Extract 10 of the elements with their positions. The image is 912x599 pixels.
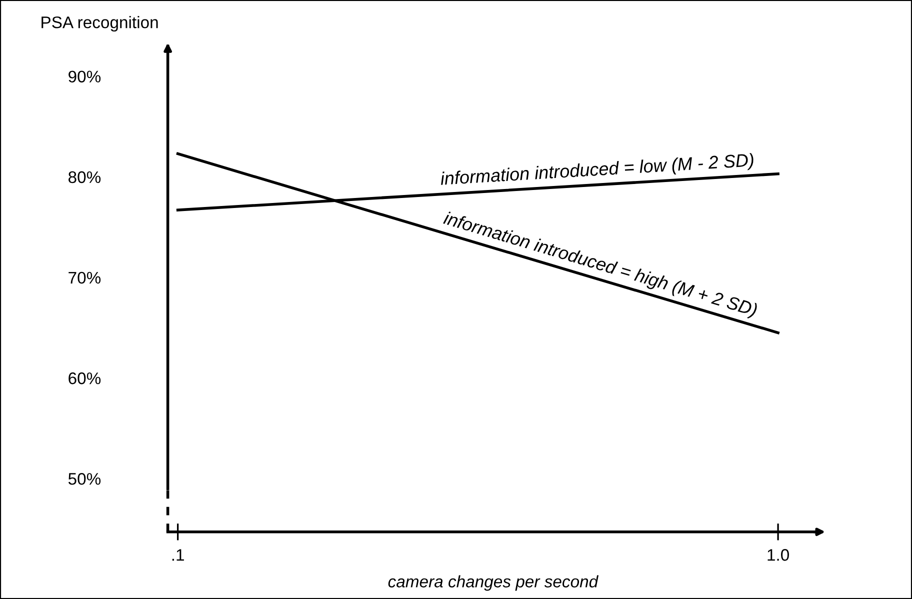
y-tick-label: 50%	[68, 473, 101, 485]
x-axis-title: camera changes per second	[388, 575, 599, 591]
y-tick-label: 80%	[68, 171, 101, 184]
y-axis-title: PSA recognition	[42, 16, 158, 32]
y-tick-label: 90%	[68, 70, 101, 82]
x-tick-label: .1	[172, 549, 184, 561]
y-tick-label: 60%	[68, 372, 101, 384]
y-tick-label: 70%	[68, 272, 101, 284]
x-tick-label: 1.0	[768, 549, 789, 561]
series-label: information introduced = low (M - 2 SD)	[440, 152, 754, 189]
